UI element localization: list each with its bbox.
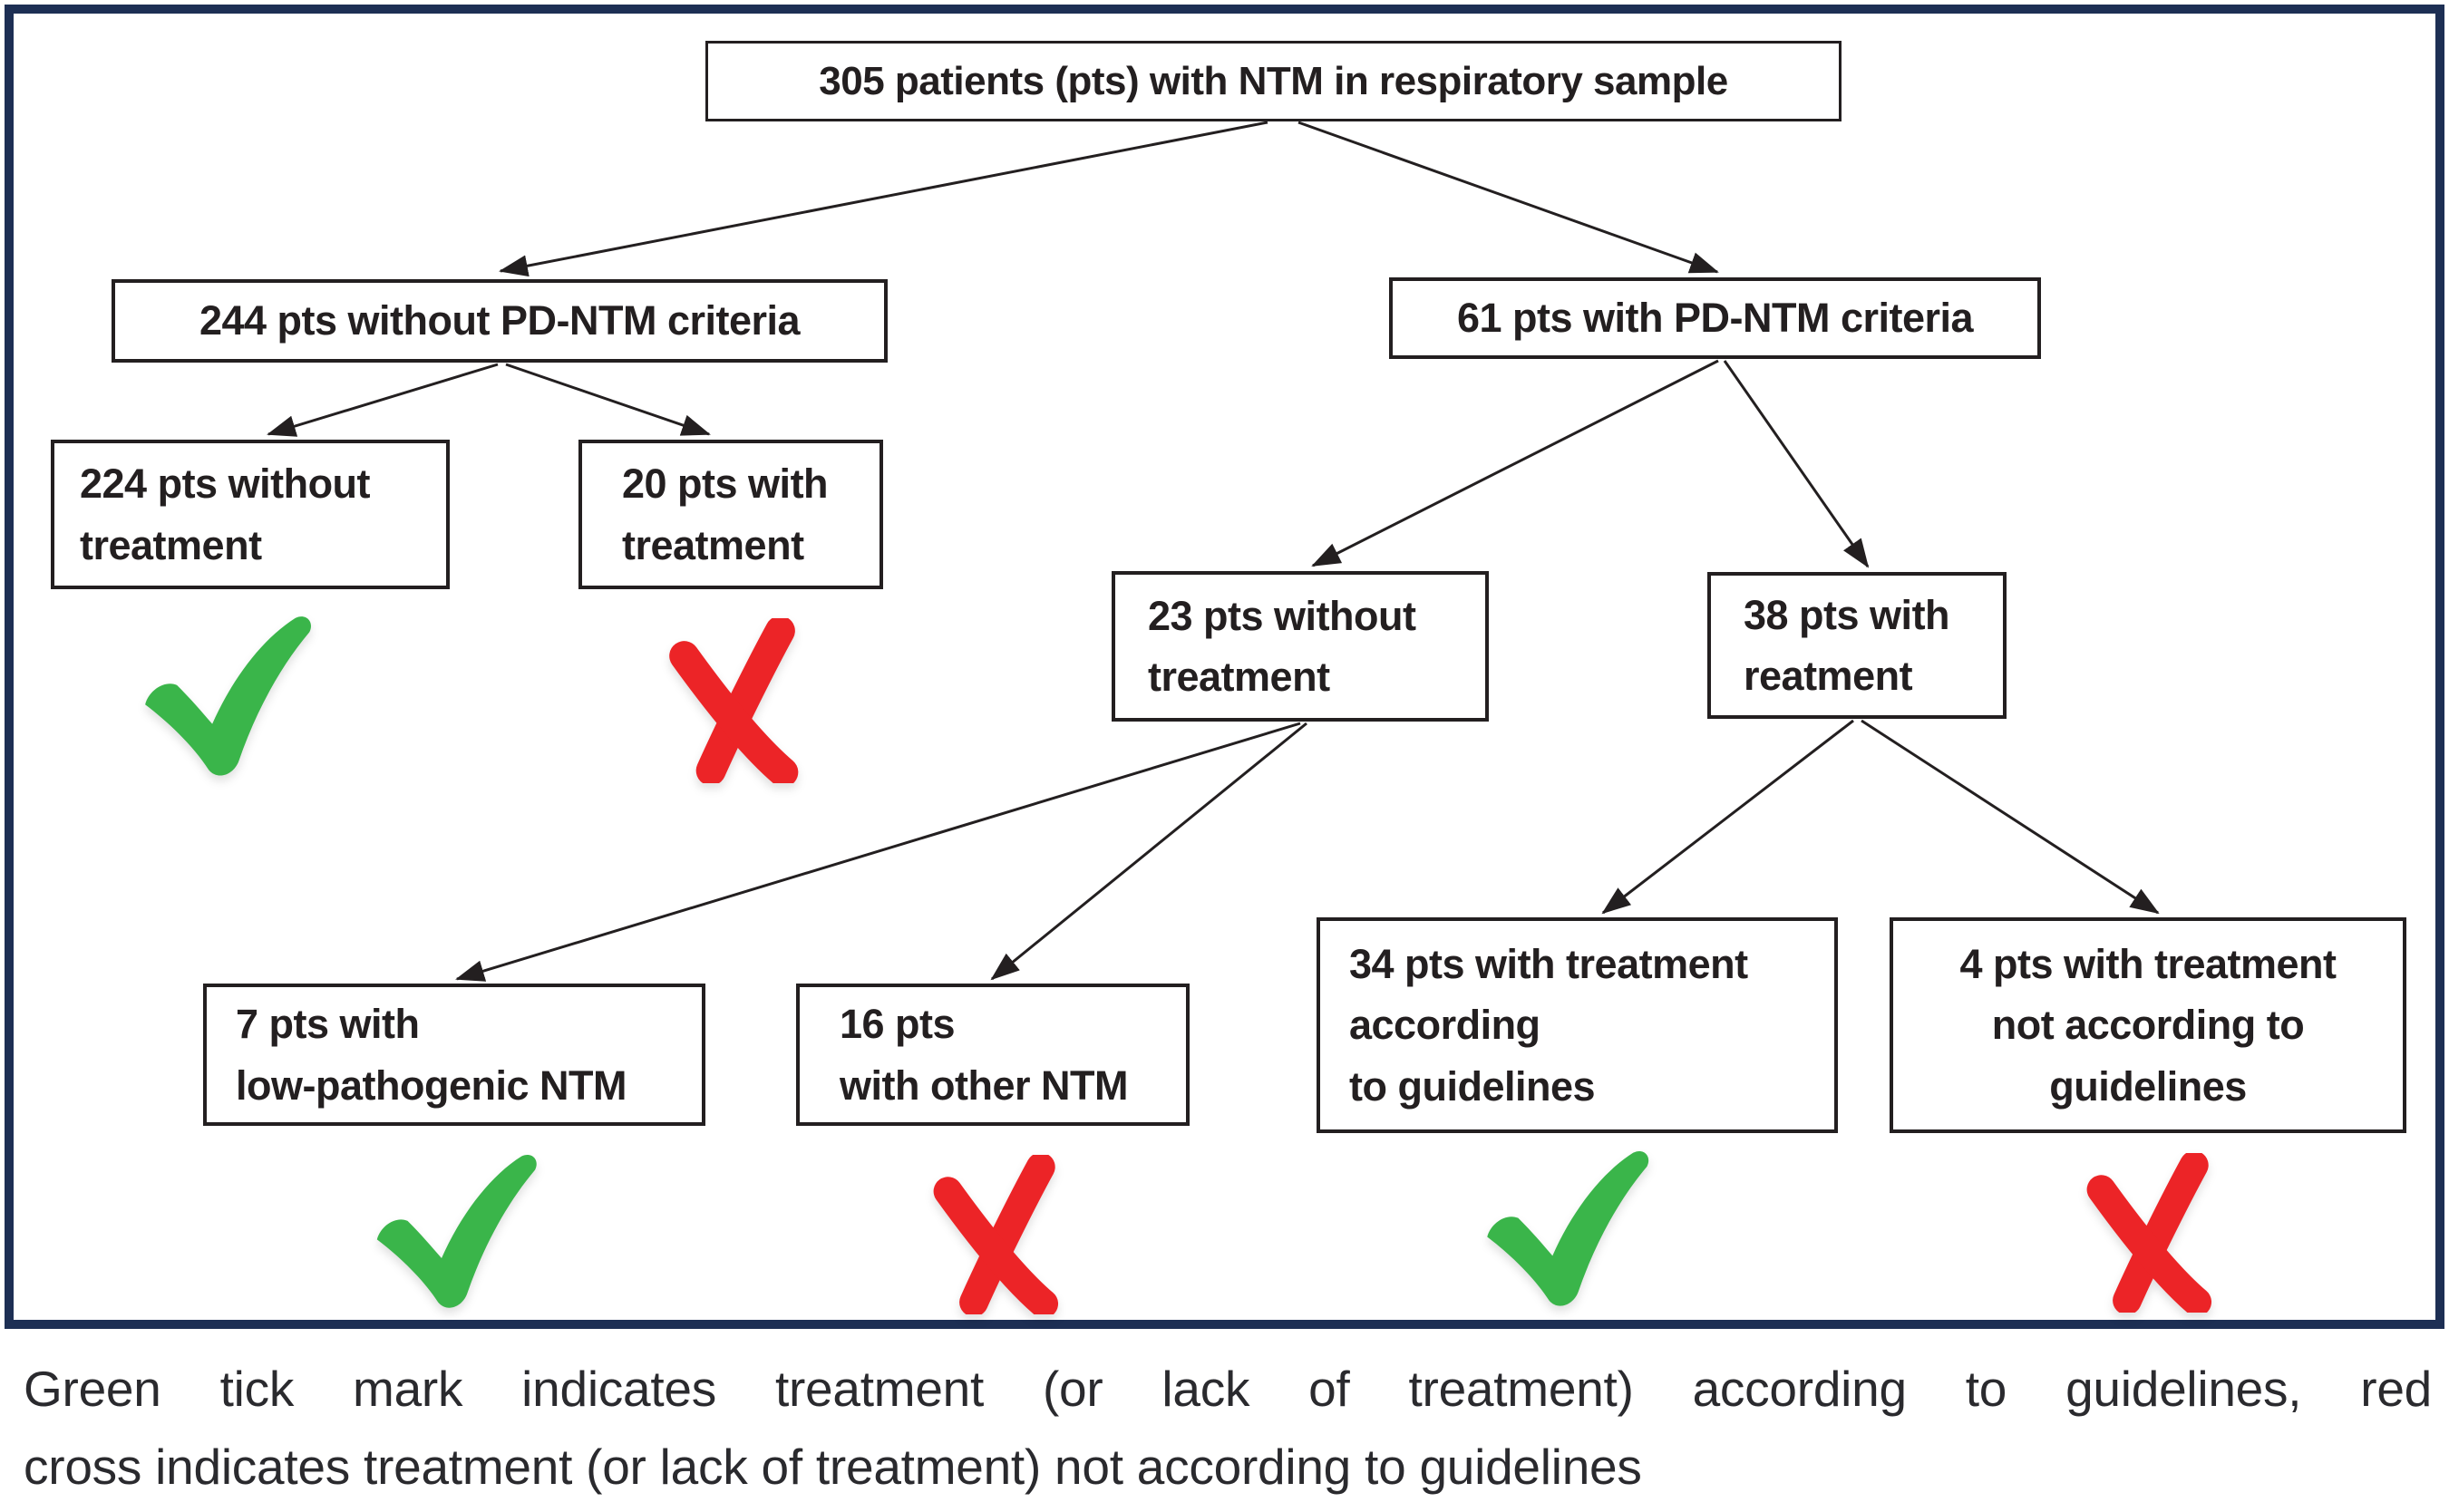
node-224-without-treatment: 224 pts without treatment <box>51 440 450 589</box>
red-cross-icon <box>651 618 820 783</box>
node-7-low-pathogenic-ntm-label: 7 pts with low-pathogenic NTM <box>236 1001 627 1109</box>
node-34-per-guidelines: 34 pts with treatment according to guide… <box>1317 917 1838 1133</box>
node-38-with-treatment-label: 38 pts with reatment <box>1744 591 1950 700</box>
figure-caption: Green tick mark indicates treatment (or … <box>24 1351 2432 1507</box>
node-23-without-treatment: 23 pts without treatment <box>1112 571 1489 722</box>
node-without-pd-ntm-criteria-label: 244 pts without PD-NTM criteria <box>199 297 801 344</box>
green-tick-icon <box>136 613 331 780</box>
node-with-pd-ntm-criteria-label: 61 pts with PD-NTM criteria <box>1456 295 1974 342</box>
red-cross-icon <box>2069 1153 2232 1313</box>
red-cross-icon <box>913 1155 1082 1314</box>
figure-caption-line2: cross indicates treatment (or lack of tr… <box>24 1438 1642 1495</box>
green-tick-icon <box>1473 1148 1673 1311</box>
node-23-without-treatment-label: 23 pts without treatment <box>1148 592 1416 701</box>
node-16-other-ntm: 16 pts with other NTM <box>796 984 1190 1126</box>
node-38-with-treatment: 38 pts with reatment <box>1707 572 2007 719</box>
node-4-not-per-guidelines: 4 pts with treatment not according to gu… <box>1890 917 2406 1133</box>
node-total-patients-label: 305 patients (pts) with NTM in respirato… <box>819 58 1728 103</box>
node-34-per-guidelines-label: 34 pts with treatment according to guide… <box>1349 940 1748 1110</box>
node-16-other-ntm-label: 16 pts with other NTM <box>840 1001 1128 1109</box>
node-with-pd-ntm-criteria: 61 pts with PD-NTM criteria <box>1389 277 2041 359</box>
figure-caption-line1: Green tick mark indicates treatment (or … <box>24 1361 2432 1417</box>
node-total-patients: 305 patients (pts) with NTM in respirato… <box>705 41 1842 121</box>
node-without-pd-ntm-criteria: 244 pts without PD-NTM criteria <box>112 279 888 363</box>
node-20-with-treatment: 20 pts with treatment <box>578 440 883 589</box>
node-224-without-treatment-label: 224 pts without treatment <box>80 460 371 568</box>
node-20-with-treatment-label: 20 pts with treatment <box>622 460 829 568</box>
node-4-not-per-guidelines-label: 4 pts with treatment not according to gu… <box>1959 940 2337 1110</box>
node-7-low-pathogenic-ntm: 7 pts with low-pathogenic NTM <box>203 984 705 1126</box>
green-tick-icon <box>364 1151 559 1313</box>
